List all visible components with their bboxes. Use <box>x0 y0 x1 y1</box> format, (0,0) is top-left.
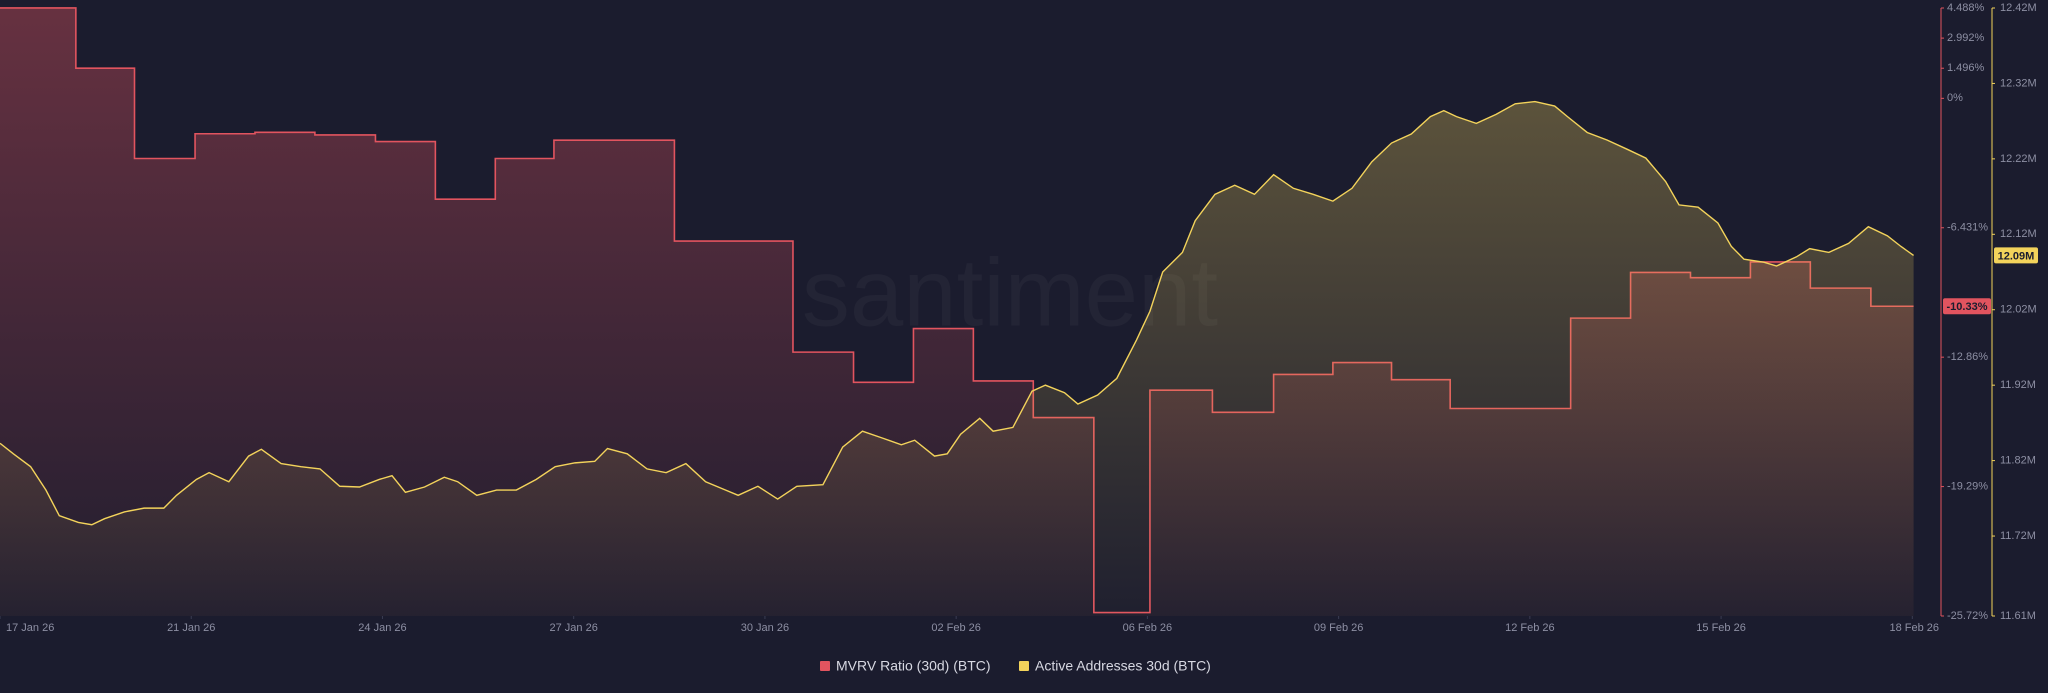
x-tick-label: 27 Jan 26 <box>550 622 598 634</box>
current-value-badge <box>1994 247 2038 264</box>
x-tick-label: 15 Feb 26 <box>1696 622 1746 634</box>
series-area <box>0 101 1914 617</box>
y2-tick-label: 12.42M <box>2000 2 2037 14</box>
y-tick-label: 1.496% <box>1947 62 1985 74</box>
y2-tick-label: 11.72M <box>2000 530 2036 542</box>
y-tick-label: -19.29% <box>1947 480 1988 492</box>
y2-tick-label: 11.61M <box>2000 610 2036 622</box>
legend-label: Active Addresses 30d (BTC) <box>1035 658 1211 674</box>
current-value-label: -10.33% <box>1947 301 1988 313</box>
y-tick-label: -25.72% <box>1947 610 1988 622</box>
y2-tick-label: 11.92M <box>2000 379 2036 391</box>
legend-swatch <box>820 661 830 671</box>
current-value-badge <box>1943 298 1991 315</box>
y2-tick-label: 11.82M <box>2000 455 2036 467</box>
current-value-label: 12.09M <box>1998 250 2035 262</box>
x-tick-label: 12 Feb 26 <box>1505 622 1555 634</box>
x-tick-label: 30 Jan 26 <box>741 622 789 634</box>
y-tick-label: 2.992% <box>1947 32 1985 44</box>
y2-tick-label: 12.32M <box>2000 77 2037 89</box>
y2-tick-label: 12.12M <box>2000 228 2037 240</box>
y2-tick-label: 12.02M <box>2000 304 2037 316</box>
y-tick-label: 4.488% <box>1947 2 1985 14</box>
y2-tick-label: 12.22M <box>2000 153 2037 165</box>
x-tick-label: 06 Feb 26 <box>1123 622 1173 634</box>
y-tick-label: -6.431% <box>1947 222 1988 234</box>
x-tick-label: 24 Jan 26 <box>358 622 406 634</box>
series-line <box>0 100 1914 526</box>
y-tick-label: 0% <box>1947 92 1963 104</box>
x-tick-label: 02 Feb 26 <box>931 622 981 634</box>
x-tick-label: 17 Jan 26 <box>6 622 54 634</box>
x-tick-label: 09 Feb 26 <box>1314 622 1364 634</box>
x-tick-label: 21 Jan 26 <box>167 622 215 634</box>
y-tick-label: -12.86% <box>1947 351 1988 363</box>
legend-swatch <box>1019 661 1029 671</box>
legend-label: MVRV Ratio (30d) (BTC) <box>836 658 991 674</box>
x-tick-label: 18 Feb 26 <box>1889 622 1939 634</box>
